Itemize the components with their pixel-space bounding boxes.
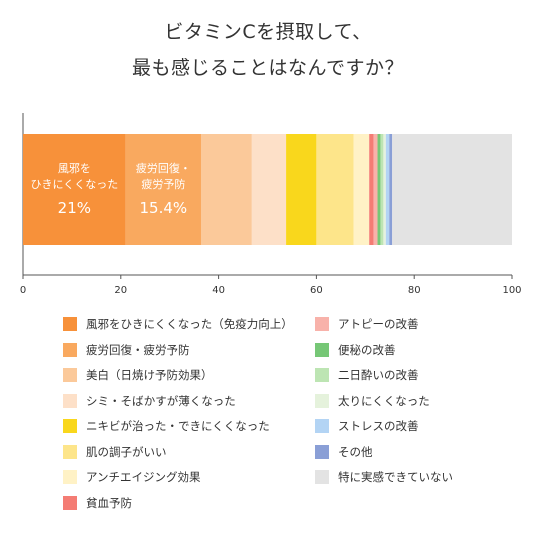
legend-item-12: 太りにくくなった <box>315 392 430 410</box>
legend-label: 貧血予防 <box>86 495 132 510</box>
bar-segment-2-label-line-2: 疲労予防 <box>141 177 185 191</box>
legend-swatch <box>63 495 77 510</box>
legend-label: 特に実感できていない <box>338 470 453 484</box>
legend-swatch <box>63 317 77 331</box>
legend-item-6: 肌の調子がいい <box>63 443 167 461</box>
legend-label: 太りにくくなった <box>338 393 430 408</box>
legend-swatch <box>315 368 329 382</box>
chart-title-line-1: ビタミンCを摂取して、 <box>164 21 372 43</box>
bar-segment-2-label-line-1: 疲労回復・ <box>136 161 191 175</box>
legend-swatch <box>63 393 77 408</box>
bar-segment-1-label-line-1: 風邪を <box>58 162 91 175</box>
legend-swatch <box>315 419 329 433</box>
bar-segment-14 <box>389 134 393 245</box>
bar-segment-1-value-label: 21% <box>58 199 91 217</box>
bar-segment-10 <box>377 134 381 245</box>
bar-segment-5 <box>286 134 317 245</box>
legend-label: アトピーの改善 <box>338 317 419 331</box>
legend-item-15: 特に実感できていない <box>315 468 453 486</box>
legend-label: その他 <box>338 444 373 459</box>
legend-swatch <box>63 470 77 484</box>
bar-segment-1-label-line-2: ひきにくくなった <box>30 178 118 191</box>
legend-item-7: アンチエイジング効果 <box>63 468 201 486</box>
legend-label: シミ・そばかすが薄くなった <box>86 393 236 408</box>
bar-segment-6 <box>316 134 354 245</box>
legend-swatch <box>63 419 77 433</box>
legend-item-9: アトピーの改善 <box>315 315 419 333</box>
legend-swatch <box>63 444 77 459</box>
legend-item-5: ニキビが治った・できにくくなった <box>63 417 270 435</box>
legend-swatch <box>315 444 329 459</box>
legend-item-4: シミ・そばかすが薄くなった <box>63 392 236 410</box>
x-tick-label-80: 80 <box>408 285 421 296</box>
legend-label: 便秘の改善 <box>338 342 396 357</box>
legend-swatch <box>315 470 329 484</box>
bar-segment-15 <box>392 134 512 245</box>
legend-item-1: 風邪をひきにくくなった（免疫力向上） <box>63 315 293 333</box>
legend-swatch <box>315 317 329 331</box>
bar-segment-1 <box>23 134 126 245</box>
bar-segment-8 <box>369 134 374 245</box>
legend-label: 美白（日焼け予防効果） <box>86 368 213 382</box>
legend-swatch <box>63 342 77 357</box>
legend-item-3: 美白（日焼け予防効果） <box>63 366 213 384</box>
bar-segment-2-value-label: 15.4% <box>140 199 188 217</box>
x-tick-label-40: 40 <box>212 285 225 296</box>
legend-swatch <box>63 368 77 382</box>
legend-item-13: ストレスの改善 <box>315 417 419 435</box>
legend-label: ストレスの改善 <box>338 419 419 433</box>
bar-segment-2 <box>125 134 201 245</box>
bar-segment-4 <box>251 134 287 245</box>
stacked-bar-chart: 風邪をひきにくくなった 21% 疲労回復・疲労予防 15.4% 0 20 40 60 80 100 <box>20 113 522 296</box>
x-tick-label-20: 20 <box>114 285 127 296</box>
x-tick-label-60: 60 <box>310 285 323 296</box>
bar-segment-9 <box>373 134 378 245</box>
legend-item-14: その他 <box>315 443 373 461</box>
legend-label: 疲労回復・疲労予防 <box>86 342 190 357</box>
legend-item-2: 疲労回復・疲労予防 <box>63 341 190 359</box>
bar-segment-3 <box>200 134 252 245</box>
bar-segment-11 <box>380 134 384 245</box>
bar-segment-7 <box>353 134 370 245</box>
legend-label: 肌の調子がいい <box>86 444 167 459</box>
legend-label: ニキビが治った・できにくくなった <box>86 419 270 433</box>
legend-swatch <box>315 393 329 408</box>
chart-title-line-2: 最も感じることはなんですか？ <box>131 57 405 79</box>
legend-label: アンチエイジング効果 <box>86 470 201 484</box>
x-tick-label-100: 100 <box>502 285 521 296</box>
bar-segment-13 <box>385 134 390 245</box>
legend-swatch <box>315 342 329 357</box>
legend-item-10: 便秘の改善 <box>315 341 396 359</box>
bar-segment-12 <box>383 134 386 245</box>
legend-label: 風邪をひきにくくなった（免疫力向上） <box>86 317 293 331</box>
legend-item-8: 貧血予防 <box>63 494 132 512</box>
x-tick-label-0: 0 <box>20 285 26 296</box>
legend-label: 二日酔いの改善 <box>338 368 419 382</box>
legend-item-11: 二日酔いの改善 <box>315 366 419 384</box>
